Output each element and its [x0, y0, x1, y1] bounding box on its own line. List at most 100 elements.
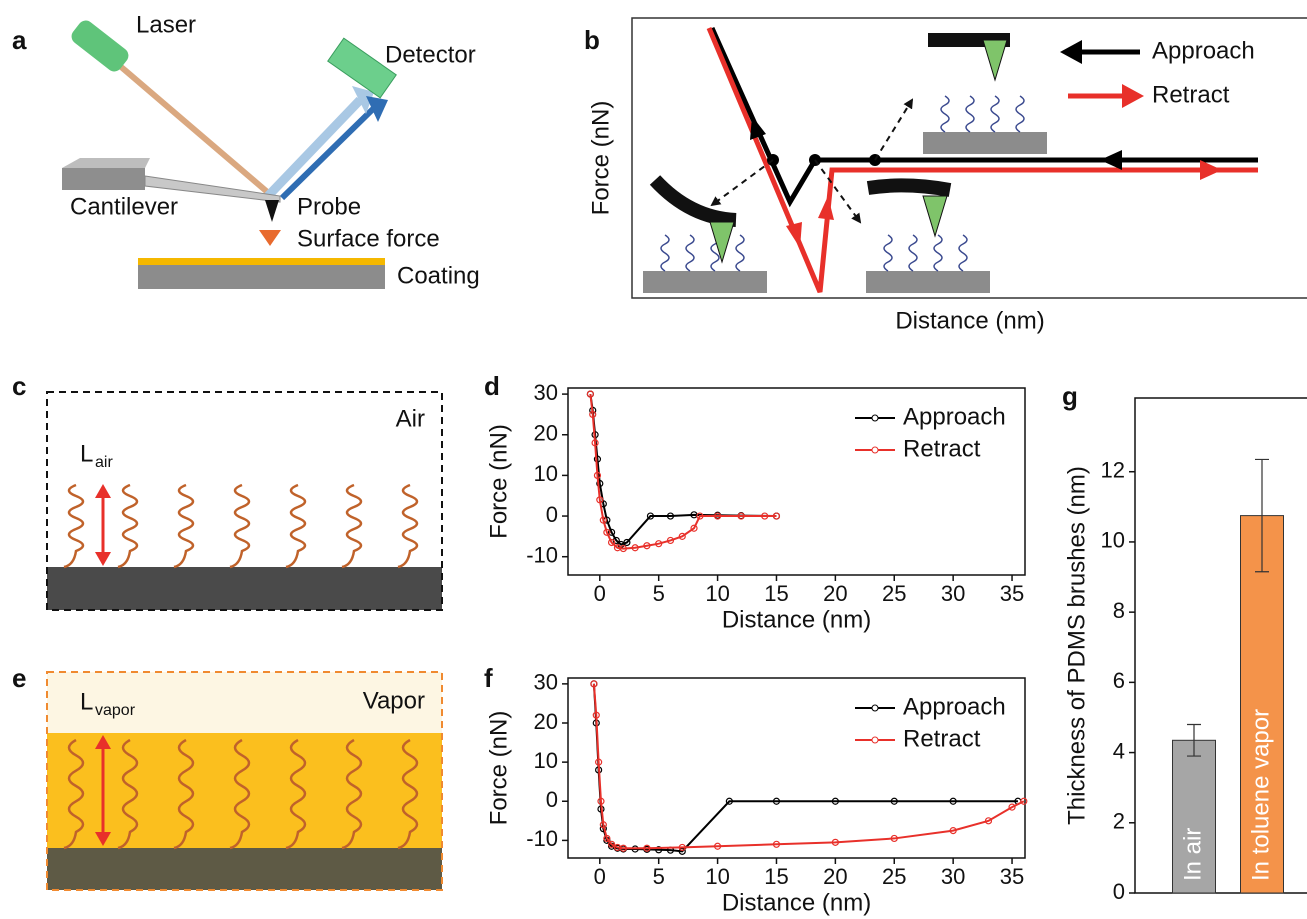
brush-chain: [934, 235, 942, 271]
x-tick-label: 5: [653, 581, 665, 606]
y-tick-label: 6: [1113, 668, 1125, 693]
brush-chain: [1016, 96, 1024, 132]
brush-chain: [909, 235, 917, 271]
length-arrow-head: [95, 552, 111, 566]
legend-label: Retract: [903, 725, 981, 752]
axis-label: Distance (nm): [722, 606, 871, 633]
brush-chain: [941, 96, 949, 132]
legend-arrow-head: [1060, 40, 1082, 64]
x-tick-label: 10: [705, 581, 729, 606]
inset-tip: [710, 222, 734, 262]
y-tick-label: 10: [534, 748, 558, 773]
x-tick-label: 30: [941, 864, 965, 889]
series-line: [590, 394, 776, 548]
y-tick-label: 20: [534, 709, 558, 734]
brush-chain: [661, 235, 669, 271]
reflected-beam: [282, 108, 374, 198]
y-tick-label: 2: [1113, 809, 1125, 834]
x-tick-label: 20: [823, 581, 847, 606]
y-tick-label: 0: [546, 502, 558, 527]
curve-arrow: [786, 222, 802, 248]
length-arrow-head: [95, 484, 111, 498]
force-arrow: [259, 230, 281, 246]
panel-letter: f: [484, 663, 493, 693]
inset-tip: [923, 196, 947, 236]
panel-letter: a: [12, 25, 27, 55]
panel-letter: g: [1062, 381, 1078, 411]
label: vapor: [95, 702, 136, 719]
y-tick-label: 0: [546, 787, 558, 812]
axis-label: Distance (nm): [722, 889, 871, 916]
panel-letter: b: [584, 25, 600, 55]
panel-letter: d: [484, 371, 500, 401]
x-tick-label: 25: [882, 581, 906, 606]
brush-chain: [966, 96, 974, 132]
y-tick-label: -10: [526, 826, 558, 851]
callout-arrow: [875, 100, 912, 160]
legend-arrow-head: [1122, 84, 1144, 108]
laser: [68, 17, 131, 74]
brush-chain: [686, 235, 694, 271]
y-tick-label: 0: [1113, 879, 1125, 904]
label: Probe: [297, 193, 361, 220]
panel-letter: e: [12, 663, 26, 693]
x-tick-label: 0: [594, 581, 606, 606]
y-tick-label: 20: [534, 421, 558, 446]
inset-tip: [983, 40, 1007, 80]
brush-chain: [736, 235, 744, 271]
brush-chain: [230, 485, 249, 567]
brush-chain: [174, 485, 193, 567]
x-tick-label: 5: [653, 864, 665, 889]
brush-chain: [342, 485, 361, 567]
axis-label: Force (nN): [587, 101, 614, 216]
label: L: [80, 688, 93, 715]
cantilever-block: [62, 168, 145, 190]
axis-label: Force (nN): [485, 424, 512, 539]
legend-marker: [872, 705, 878, 711]
x-tick-label: 15: [764, 864, 788, 889]
label: Air: [396, 405, 425, 432]
y-tick-label: -10: [526, 543, 558, 568]
x-tick-label: 30: [941, 581, 965, 606]
label: Laser: [136, 11, 196, 38]
legend-label: Approach: [903, 403, 1006, 430]
inset-substrate: [923, 132, 1047, 154]
substrate: [47, 567, 442, 610]
brush-chain: [64, 485, 83, 567]
cantilever-block-top: [62, 158, 150, 168]
y-tick-label: 30: [534, 670, 558, 695]
x-tick-label: 20: [823, 864, 847, 889]
label: Coating: [397, 262, 480, 289]
label: Cantilever: [70, 193, 178, 220]
label: Detector: [385, 41, 476, 68]
substrate: [47, 848, 442, 890]
inset-cantilever: [868, 185, 950, 190]
curve-arrow: [1200, 160, 1222, 180]
y-tick-label: 10: [534, 461, 558, 486]
brush-chain: [118, 485, 137, 567]
callout-arrow: [712, 160, 773, 205]
panel-letter: c: [12, 371, 26, 401]
probe-tip: [265, 200, 279, 222]
brush-chain: [991, 96, 999, 132]
x-tick-label: 35: [1000, 581, 1024, 606]
x-tick-label: 15: [764, 581, 788, 606]
brush-chain: [286, 485, 305, 567]
label: L: [80, 440, 93, 467]
substrate: [138, 265, 385, 289]
legend-label: Approach: [1152, 37, 1255, 64]
label: air: [95, 454, 113, 471]
legend-label: Retract: [903, 435, 981, 462]
y-tick-label: 30: [534, 380, 558, 405]
bar-label: In toluene vapor: [1247, 709, 1274, 881]
legend-label: Approach: [903, 693, 1006, 720]
legend-label: Retract: [1152, 81, 1230, 108]
x-tick-label: 0: [594, 864, 606, 889]
inset-cantilever: [655, 180, 736, 220]
label: Surface force: [297, 225, 440, 252]
figure: a b c d e f g Laser Detector Cantilever Probe Surfa…: [0, 0, 1307, 919]
reflected-beam: [268, 100, 360, 196]
axis-label: Distance (nm): [895, 307, 1044, 334]
brush-chain: [959, 235, 967, 271]
axis-label: Force (nN): [485, 711, 512, 826]
